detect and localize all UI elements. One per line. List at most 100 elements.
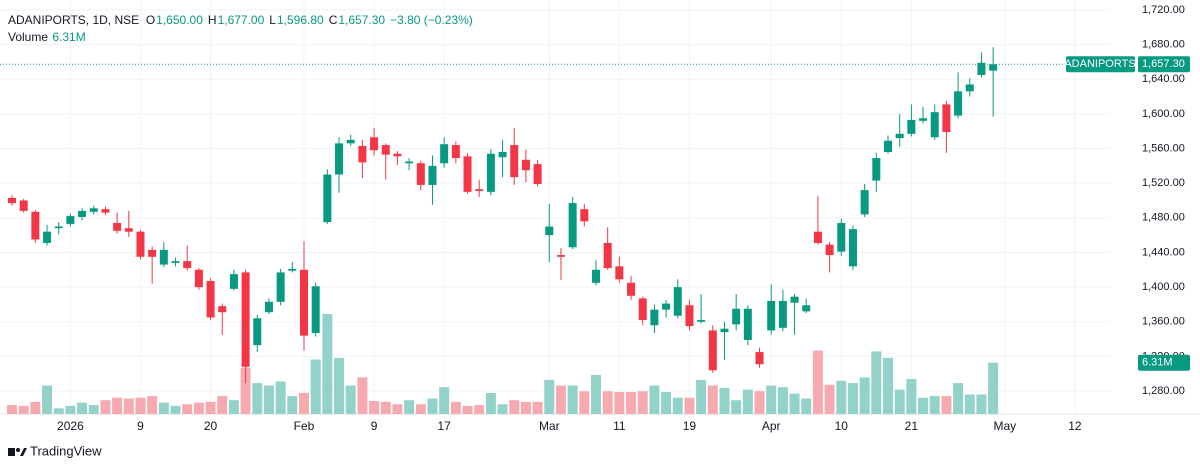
candle-body: [405, 161, 414, 164]
volume-bar: [462, 405, 473, 414]
volume-bar: [789, 393, 800, 414]
x-tick-label: Feb: [294, 419, 315, 433]
x-tick-label: 9: [137, 419, 144, 433]
volume-bar: [672, 397, 683, 414]
candle-body: [393, 153, 402, 157]
volume-bar: [591, 374, 601, 414]
candle-body: [428, 165, 437, 185]
volume-bar: [883, 357, 893, 414]
candle-body: [615, 266, 624, 280]
volume-bar: [427, 398, 438, 414]
volume-bar: [649, 385, 660, 414]
legend-key: L: [269, 13, 276, 27]
candle-body: [264, 301, 273, 313]
y-tick-label: 1,720.00: [1142, 4, 1185, 16]
candle-body: [241, 272, 250, 367]
volume-row: Volume 6.31M: [8, 29, 478, 46]
volume-bar: [766, 385, 777, 414]
volume-bar: [626, 392, 637, 414]
volume-bar: [135, 397, 146, 414]
price-badge-label: 1,657.30: [1142, 58, 1185, 70]
candle-body: [370, 137, 379, 151]
candle-body: [31, 211, 40, 240]
candle-body: [323, 174, 332, 223]
candle-body: [521, 159, 530, 171]
candle-body: [136, 231, 145, 257]
candle-body: [790, 296, 799, 303]
volume-badge: [1138, 354, 1190, 371]
candle-body: [592, 269, 600, 283]
volume-bar: [88, 405, 99, 414]
volume-bar: [661, 392, 672, 414]
volume-badge-label: 6.31M: [1142, 357, 1173, 369]
x-tick-label: 21: [905, 419, 919, 433]
volume-bar: [824, 384, 835, 414]
volume-bar: [497, 404, 508, 414]
candle-body: [43, 231, 52, 243]
candle-body: [276, 272, 285, 302]
candle-body: [159, 249, 168, 265]
volume-bar: [369, 400, 380, 414]
candle-body: [732, 308, 741, 325]
volume-bar: [287, 396, 298, 414]
candle-body: [895, 133, 904, 139]
candle-body: [510, 145, 519, 178]
ohlc-row: ADANIPORTS, 1D, NSE O1,650.00 H1,677.00 L1…: [8, 12, 478, 29]
legend-key: H: [207, 13, 217, 27]
y-tick-label: 1,640.00: [1142, 73, 1185, 85]
y-tick-label: 1,440.00: [1142, 246, 1185, 258]
candle-body: [19, 200, 28, 211]
volume-bar: [182, 404, 193, 414]
candle-body: [942, 104, 951, 133]
candle-body: [451, 145, 460, 159]
volume-bar: [812, 350, 823, 414]
volume-bar: [65, 405, 76, 414]
volume-bar: [112, 397, 123, 414]
volume-bar: [415, 404, 426, 414]
candle-body: [300, 269, 308, 336]
candle-body: [288, 268, 297, 271]
volume-bar: [964, 394, 975, 414]
candle-body: [171, 261, 180, 263]
volume-bar: [871, 351, 882, 414]
tradingview-logo: [8, 448, 27, 456]
volume-bar: [357, 377, 368, 414]
ohlc-values: O1,650.00 H1,677.00 L1,596.80 C1,657.30 −3.8…: [139, 13, 478, 27]
title: ADANIPORTS, 1D, NSE: [8, 13, 140, 27]
candle-body: [848, 229, 857, 267]
x-tick-label: Apr: [762, 419, 781, 433]
x-tick-label: May: [993, 419, 1016, 433]
volume-bar: [976, 394, 987, 414]
volume-bar: [263, 385, 274, 414]
volume-bar: [847, 383, 858, 414]
x-tick-label: 10: [835, 419, 849, 433]
candle-body: [767, 300, 776, 331]
volume-bar: [252, 383, 263, 414]
volume-bar: [100, 400, 111, 414]
candle-body: [930, 112, 939, 138]
candle-body: [919, 118, 928, 121]
candle-body: [475, 189, 484, 191]
volume-bar: [719, 387, 730, 414]
volume-bar: [322, 314, 333, 414]
volume: [7, 314, 999, 414]
candle-body: [825, 244, 834, 256]
candle-body: [568, 203, 577, 248]
candle-body: [8, 197, 16, 204]
legend-value: 1,677.00: [217, 13, 265, 27]
volume-bar: [941, 396, 952, 414]
candle-body: [580, 209, 589, 222]
candle-body: [907, 119, 916, 134]
x-tick-label: 2026: [57, 419, 84, 433]
volume-bar: [18, 405, 29, 414]
candle-body: [66, 216, 75, 224]
volume-bar: [380, 401, 391, 414]
candle-body: [884, 140, 892, 153]
volume-bar: [474, 405, 485, 414]
candle-body: [416, 163, 425, 185]
volume-bar: [310, 359, 321, 414]
volume-bar: [30, 401, 41, 414]
candle-body: [194, 269, 203, 288]
